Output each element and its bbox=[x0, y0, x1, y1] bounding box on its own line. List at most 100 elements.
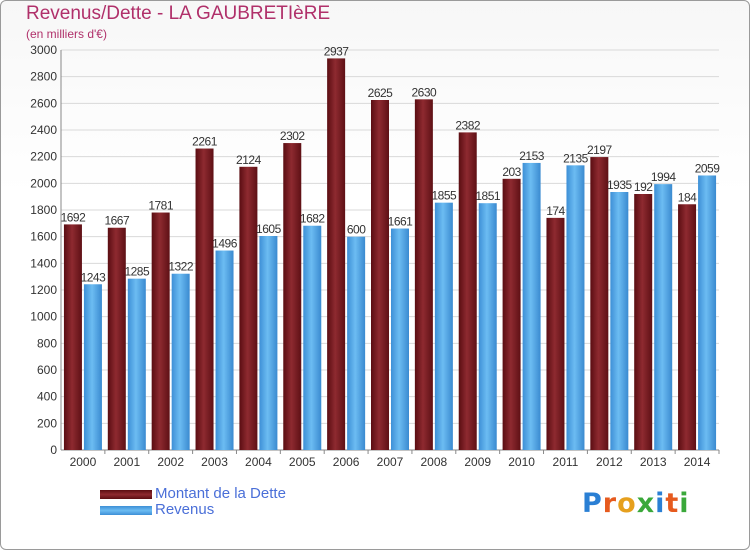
bar-debt-label: 2625 bbox=[368, 86, 394, 100]
bar-revenue-label: 1285 bbox=[124, 265, 150, 279]
legend-label-debt: Montant de la Dette bbox=[155, 485, 286, 502]
bar-debt-label: 2630 bbox=[412, 85, 438, 99]
x-tick-label: 2003 bbox=[201, 455, 228, 469]
axes bbox=[60, 50, 720, 454]
bar-revenue bbox=[259, 236, 278, 450]
bar-debt-label: 2261 bbox=[192, 135, 218, 149]
bar-debt-label: 1692 bbox=[61, 210, 87, 224]
legend-label-revenue: Revenus bbox=[155, 501, 215, 518]
bar-debt bbox=[63, 224, 82, 450]
bar-revenue-label: 1605 bbox=[256, 222, 282, 236]
bar-revenue bbox=[171, 273, 190, 450]
bar-revenue bbox=[127, 278, 146, 450]
y-tick-label: 2400 bbox=[30, 123, 57, 137]
bar-revenue-label: 2153 bbox=[519, 149, 545, 163]
y-tick-label: 600 bbox=[37, 363, 57, 377]
bar-debt-label: 1781 bbox=[148, 199, 174, 213]
logo-letter: i bbox=[679, 488, 690, 519]
y-tick-label: 400 bbox=[37, 390, 57, 404]
bar-revenue-label: 1682 bbox=[300, 212, 326, 226]
bar-debt-label: 2937 bbox=[324, 44, 350, 58]
bar-debt bbox=[678, 204, 697, 450]
x-tick-label: 2009 bbox=[464, 455, 491, 469]
bars bbox=[63, 58, 717, 451]
x-tick-label: 2000 bbox=[70, 455, 97, 469]
x-tick-label: 2001 bbox=[113, 455, 140, 469]
bar-debt bbox=[283, 143, 302, 451]
bar-debt-label: 184 bbox=[678, 190, 697, 204]
bar-revenue bbox=[698, 175, 717, 450]
y-tick-label: 1800 bbox=[30, 203, 57, 217]
bar-debt bbox=[502, 178, 521, 451]
y-tick-label: 2000 bbox=[30, 176, 57, 190]
tick-labels: 0 200 400 600 800 1000 1200 1400 1600 1800 2000 220… bbox=[30, 43, 710, 469]
bar-revenue bbox=[215, 250, 234, 450]
bar-revenue bbox=[654, 184, 673, 450]
bar-revenue-label: 1243 bbox=[81, 270, 107, 284]
bar-debt-label: 2382 bbox=[455, 118, 481, 132]
bar-revenue bbox=[83, 284, 102, 450]
bar-revenue bbox=[522, 162, 541, 450]
x-tick-label: 2004 bbox=[245, 455, 272, 469]
logo-letter: i bbox=[655, 488, 666, 519]
data-labels: 1692 1243 1667 1285 1781 1322 2261 1496 2124 1605… bbox=[61, 44, 721, 284]
logo-letter: t bbox=[665, 488, 680, 519]
bar-debt bbox=[414, 99, 433, 450]
logo-letter: x bbox=[636, 488, 656, 519]
bar-revenue bbox=[303, 225, 322, 450]
y-tick-label: 3000 bbox=[30, 43, 57, 57]
chart-subtitle: (en milliers d'€) bbox=[26, 27, 107, 41]
x-tick-label: 2007 bbox=[377, 455, 404, 469]
y-tick-label: 800 bbox=[37, 336, 57, 350]
legend-swatch-revenue bbox=[100, 506, 152, 515]
y-tick-label: 2600 bbox=[30, 96, 57, 110]
x-tick-label: 2011 bbox=[553, 455, 579, 469]
logo-letter: o bbox=[617, 488, 637, 519]
x-tick-label: 2005 bbox=[289, 455, 316, 469]
bar-debt-label: 2124 bbox=[236, 153, 262, 167]
bar-debt bbox=[458, 132, 477, 450]
bar-revenue-label: 1661 bbox=[388, 215, 414, 229]
y-tick-label: 200 bbox=[37, 416, 57, 430]
bar-debt bbox=[327, 58, 346, 451]
bar-revenue bbox=[347, 236, 366, 450]
y-tick-label: 1600 bbox=[30, 230, 57, 244]
x-tick-label: 2008 bbox=[421, 455, 448, 469]
bar-revenue bbox=[391, 228, 409, 450]
bar-revenue-label: 1496 bbox=[212, 237, 238, 251]
x-tick-label: 2012 bbox=[596, 455, 623, 469]
logo-letter: r bbox=[602, 488, 618, 519]
bar-revenue-label: 1935 bbox=[607, 178, 633, 192]
bar-debt-label: 1667 bbox=[104, 214, 130, 228]
x-tick-label: 2013 bbox=[640, 455, 667, 469]
grid-lines bbox=[61, 49, 719, 451]
bar-debt bbox=[546, 217, 565, 450]
x-tick-label: 2014 bbox=[684, 455, 711, 469]
y-tick-label: 2800 bbox=[30, 70, 57, 84]
bar-revenue-label: 1994 bbox=[651, 170, 677, 184]
bar-revenue bbox=[478, 203, 497, 450]
bar-debt bbox=[151, 212, 170, 450]
bar-debt-label: 192 bbox=[634, 180, 653, 194]
bar-debt bbox=[195, 148, 214, 451]
bar-revenue-label: 2059 bbox=[695, 161, 721, 175]
bar-revenue-label: 600 bbox=[347, 223, 366, 237]
logo-letter: P bbox=[582, 488, 603, 519]
bar-revenue bbox=[566, 165, 585, 451]
bar-revenue-label: 2135 bbox=[563, 151, 589, 165]
bar-debt bbox=[107, 227, 126, 450]
y-tick-label: 1400 bbox=[30, 256, 57, 270]
y-tick-label: 1000 bbox=[30, 310, 57, 324]
bar-revenue bbox=[610, 192, 629, 450]
chart-title: Revenus/Dette - LA GAUBRETIèRE bbox=[26, 3, 331, 24]
bar-revenue bbox=[434, 202, 453, 450]
bar-revenue-label: 1855 bbox=[432, 189, 458, 203]
bar-debt-label: 2302 bbox=[280, 129, 306, 143]
bar-debt-label: 174 bbox=[546, 204, 565, 218]
y-tick-label: 1200 bbox=[30, 283, 57, 297]
x-tick-label: 2010 bbox=[508, 455, 535, 469]
proxiti-logo: Proxiti bbox=[582, 488, 690, 519]
bar-revenue-label: 1851 bbox=[475, 189, 501, 203]
bar-debt bbox=[634, 194, 653, 450]
